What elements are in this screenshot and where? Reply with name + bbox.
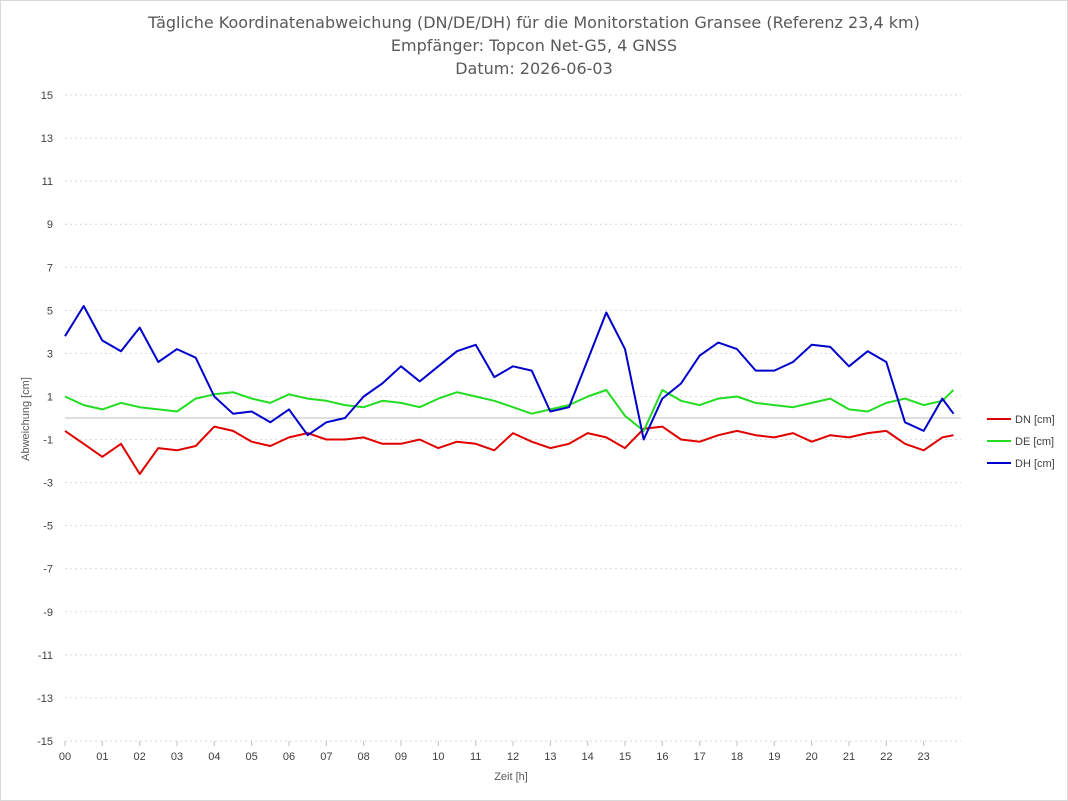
- x-tick-label: 08: [358, 751, 370, 763]
- x-tick-label: 16: [656, 751, 668, 763]
- y-tick-label: -9: [43, 607, 53, 619]
- y-axis-label: Abweichung [cm]: [20, 377, 32, 461]
- x-tick-label: 22: [880, 751, 892, 763]
- x-tick-label: 09: [395, 751, 407, 763]
- x-tick-labels: 00 01 02 03 04 05 06 07 08 09 10 11 12 13 14 15 16 17 18 19…: [59, 741, 930, 763]
- y-tick-label: -13: [37, 693, 53, 705]
- y-tick-label: 9: [47, 219, 53, 231]
- x-tick-label: 20: [806, 751, 818, 763]
- x-tick-label: 00: [59, 751, 71, 763]
- series-lines: [64, 305, 955, 475]
- x-tick-label: 02: [134, 751, 146, 763]
- legend: DN [cm] DE [cm] DH [cm]: [987, 414, 1055, 470]
- chart-title-line-3: Datum: 2026-06-03: [455, 59, 613, 78]
- x-tick-label: 15: [619, 751, 631, 763]
- x-tick-label: 11: [470, 751, 481, 763]
- x-tick-label: 23: [918, 751, 930, 763]
- y-tick-label: 7: [47, 262, 53, 274]
- x-tick-label: 18: [731, 751, 743, 763]
- y-tick-label: -5: [43, 521, 53, 533]
- y-tick-label: 5: [47, 305, 53, 317]
- grid-lines: [65, 94, 961, 742]
- legend-label: DH [cm]: [1015, 458, 1055, 470]
- x-tick-label: 07: [320, 751, 332, 763]
- x-tick-label: 03: [171, 751, 183, 763]
- y-tick-labels: 15 13 11 9 7 5 3 1 -1 -3 -5 -7 -9 -11 -13 -15: [37, 90, 53, 748]
- x-tick-label: 06: [283, 751, 295, 763]
- x-tick-label: 14: [582, 751, 594, 763]
- y-tick-label: -11: [38, 650, 53, 662]
- x-tick-label: 01: [96, 751, 108, 763]
- y-tick-label: -3: [43, 478, 53, 490]
- y-tick-label: -7: [43, 564, 53, 576]
- chart-title-line-2: Empfänger: Topcon Net-G5, 4 GNSS: [391, 36, 677, 55]
- x-tick-label: 13: [544, 751, 556, 763]
- x-tick-label: 10: [432, 751, 444, 763]
- y-tick-label: 11: [42, 176, 53, 188]
- x-tick-label: 12: [507, 751, 519, 763]
- x-tick-label: 17: [694, 751, 706, 763]
- y-tick-label: 3: [47, 348, 53, 360]
- series-line-dn: [64, 425, 954, 475]
- x-tick-label: 19: [768, 751, 780, 763]
- y-tick-label: 1: [47, 391, 53, 403]
- y-tick-label: 13: [41, 133, 53, 145]
- legend-label: DE [cm]: [1015, 436, 1054, 448]
- x-tick-label: 21: [843, 751, 855, 763]
- y-tick-label: -15: [37, 736, 53, 748]
- legend-label: DN [cm]: [1015, 414, 1055, 426]
- y-tick-label: -1: [43, 435, 53, 447]
- chart-title-line-1: Tägliche Koordinatenabweichung (DN/DE/DH…: [147, 13, 920, 32]
- x-tick-label: 04: [208, 751, 220, 763]
- y-tick-label: 15: [41, 90, 53, 102]
- x-tick-label: 05: [246, 751, 258, 763]
- series-line-dh: [64, 305, 955, 441]
- x-axis-label: Zeit [h]: [494, 771, 528, 783]
